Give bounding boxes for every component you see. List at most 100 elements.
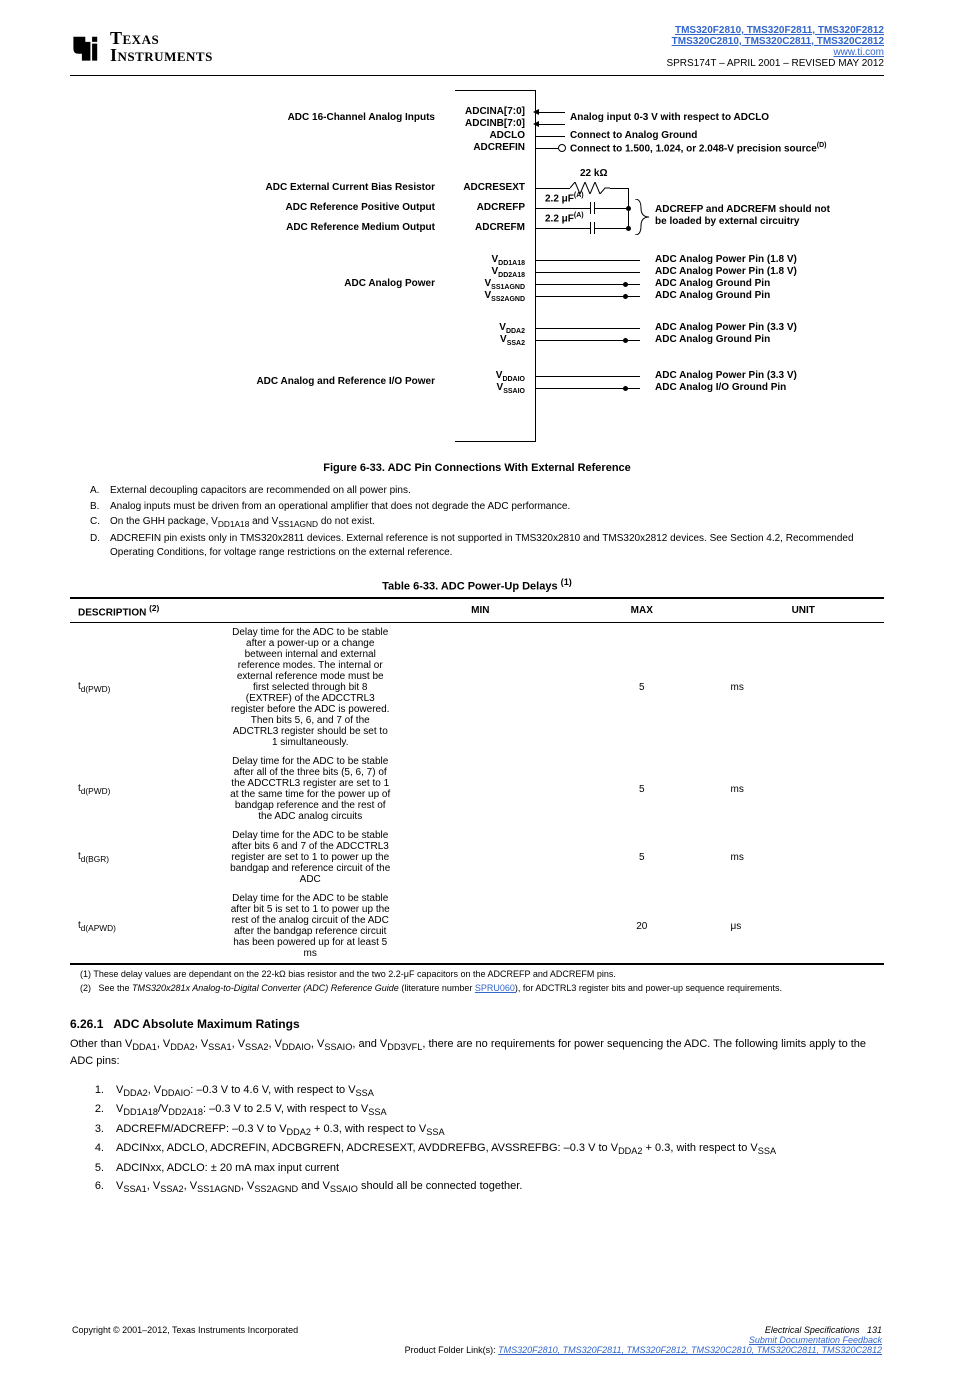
td-desc: Delay time for the ADC to be stable afte… bbox=[221, 826, 400, 889]
line bbox=[575, 228, 590, 229]
part-link-2[interactable]: TMS320C2810, TMS320C2811, TMS320C2812 bbox=[672, 36, 884, 47]
pin-vssa2: VSSA2 bbox=[465, 334, 525, 347]
feedback-link[interactable]: Submit Documentation Feedback bbox=[749, 1335, 882, 1345]
rt-gnd1: ADC Analog Ground Pin bbox=[655, 278, 770, 289]
part-link-1[interactable]: TMS320F2810, TMS320F2811, TMS320F2812 bbox=[675, 25, 884, 36]
pin-adcrefp: ADCREFP bbox=[445, 202, 525, 213]
arrow-icon bbox=[533, 109, 539, 115]
ref-link[interactable]: SPRU060 bbox=[475, 983, 515, 993]
td-sym: td(APWD) bbox=[70, 889, 221, 964]
rt-gnd3: ADC Analog Ground Pin bbox=[655, 334, 770, 345]
pin-adclo: ADCLO bbox=[445, 130, 525, 141]
footer-left: Copyright © 2001–2012, Texas Instruments… bbox=[72, 1325, 298, 1355]
line bbox=[535, 272, 640, 273]
item-text: VDDA2, VDDAIO: –0.3 V to 4.6 V, with res… bbox=[116, 1083, 884, 1100]
td-desc: Delay time for the ADC to be stable afte… bbox=[221, 752, 400, 826]
rt-gnd2: ADC Analog Ground Pin bbox=[655, 290, 770, 301]
label-22k: 22 kΩ bbox=[580, 168, 607, 179]
cap-label-1: 2.2 μF(A) bbox=[545, 192, 584, 204]
note-letter: A. bbox=[90, 484, 110, 498]
arrow-icon bbox=[533, 121, 539, 127]
line bbox=[610, 228, 628, 229]
table-footnote-2: (2) See the TMS320x281x Analog-to-Digita… bbox=[80, 983, 884, 993]
pin-adcinb: ADCINB[7:0] bbox=[445, 118, 525, 129]
pin-adcrefm: ADCREFM bbox=[445, 222, 525, 233]
td-max: 5 bbox=[561, 623, 722, 753]
note-text: On the GHH package, VDD1A18 and VSS1AGND… bbox=[110, 515, 864, 530]
item-num: 2. bbox=[70, 1102, 116, 1119]
label-refm: ADC Reference Medium Output bbox=[70, 222, 435, 233]
figure-caption: Figure 6-33. ADC Pin Connections With Ex… bbox=[70, 462, 884, 474]
footer-section: Electrical Specifications bbox=[765, 1325, 860, 1335]
line bbox=[535, 208, 575, 209]
note-letter: D. bbox=[90, 532, 110, 559]
note-letter: C. bbox=[90, 515, 110, 530]
th-min: MIN bbox=[400, 598, 561, 623]
node-dot-icon bbox=[623, 282, 628, 287]
label-iopower: ADC Analog and Reference I/O Power bbox=[70, 376, 435, 387]
header-right: TMS320F2810, TMS320F2811, TMS320F2812 TM… bbox=[666, 25, 884, 69]
td-max: 5 bbox=[561, 826, 722, 889]
page: Texas Instruments TMS320F2810, TMS320F28… bbox=[0, 0, 954, 1385]
rt-pwr18-2: ADC Analog Power Pin (1.8 V) bbox=[655, 266, 797, 277]
td-max: 5 bbox=[561, 752, 722, 826]
rt-analog-in: Analog input 0-3 V with respect to ADCLO bbox=[570, 112, 769, 123]
pin-vss2agnd: VSS2AGND bbox=[465, 290, 525, 303]
section-intro: Other than VDDA1, VDDA2, VSSA1, VSSA2, V… bbox=[70, 1037, 884, 1068]
label-bias: ADC External Current Bias Resistor bbox=[70, 182, 435, 193]
td-desc: Delay time for the ADC to be stable afte… bbox=[221, 889, 400, 964]
node-dot-icon bbox=[623, 386, 628, 391]
rt-refnote-1: ADCREFP and ADCREFM should not bbox=[655, 204, 830, 215]
td-min bbox=[400, 752, 561, 826]
line bbox=[535, 188, 570, 189]
rt-pwr33-2: ADC Analog Power Pin (3.3 V) bbox=[655, 370, 797, 381]
limits-list: 1.VDDA2, VDDAIO: –0.3 V to 4.6 V, with r… bbox=[70, 1083, 884, 1196]
td-sym: td(PWD) bbox=[70, 752, 221, 826]
th-unit: UNIT bbox=[723, 598, 885, 623]
line bbox=[610, 208, 628, 209]
line bbox=[535, 376, 640, 377]
rt-pwr33-1: ADC Analog Power Pin (3.3 V) bbox=[655, 322, 797, 333]
line bbox=[535, 112, 565, 113]
node-dot-icon bbox=[623, 294, 628, 299]
delay-table: DESCRIPTION (2) MIN MAX UNIT td(PWD) Del… bbox=[70, 597, 884, 965]
ti-logo-block: Texas Instruments bbox=[70, 30, 213, 64]
brace-icon bbox=[633, 199, 651, 235]
logo-text-2: Instruments bbox=[110, 47, 213, 64]
td-min bbox=[400, 826, 561, 889]
item-text: ADCINxx, ADCLO: ± 20 mA max input curren… bbox=[116, 1161, 884, 1176]
td-min bbox=[400, 623, 561, 753]
table-footnote-1: (1) These delay values are dependant on … bbox=[80, 969, 884, 979]
item-num: 6. bbox=[70, 1179, 116, 1196]
line bbox=[535, 136, 565, 137]
item-text: VSSA1, VSSA2, VSS1AGND, VSS2AGND and VSS… bbox=[116, 1179, 884, 1196]
product-link[interactable]: TMS320F2810, TMS320F2811, TMS320F2812, T… bbox=[498, 1345, 882, 1355]
line bbox=[575, 208, 590, 209]
pin-adcrefin: ADCREFIN bbox=[445, 142, 525, 153]
label-inputs: ADC 16-Channel Analog Inputs bbox=[70, 112, 435, 123]
item-num: 3. bbox=[70, 1122, 116, 1139]
open-circle-icon bbox=[558, 144, 566, 152]
item-num: 1. bbox=[70, 1083, 116, 1100]
adc-diagram: ADC 16-Channel Analog Inputs ADC Externa… bbox=[70, 84, 884, 454]
td-desc: Delay time for the ADC to be stable afte… bbox=[221, 623, 400, 753]
pin-vssaio: VSSAIO bbox=[465, 382, 525, 395]
item-text: VDD1A18/VDD2A18: –0.3 V to 2.5 V, with r… bbox=[116, 1102, 884, 1119]
note-text: External decoupling capacitors are recom… bbox=[110, 484, 864, 498]
td-min bbox=[400, 889, 561, 964]
figure-notes: A.External decoupling capacitors are rec… bbox=[90, 484, 864, 559]
line bbox=[535, 328, 640, 329]
rt-pwr18-1: ADC Analog Power Pin (1.8 V) bbox=[655, 254, 797, 265]
page-footer: Copyright © 2001–2012, Texas Instruments… bbox=[70, 1325, 884, 1355]
node-dot-icon bbox=[623, 338, 628, 343]
note-text: Analog inputs must be driven from an ope… bbox=[110, 500, 864, 514]
line bbox=[535, 124, 565, 125]
line bbox=[535, 228, 575, 229]
pin-adcina: ADCINA[7:0] bbox=[445, 106, 525, 117]
cap-label-2: 2.2 μF(A) bbox=[545, 212, 584, 224]
pin-adcresext: ADCRESEXT bbox=[445, 182, 525, 193]
url-link[interactable]: www.ti.com bbox=[833, 47, 884, 58]
note-text: ADCREFIN pin exists only in TMS320x2811 … bbox=[110, 532, 864, 559]
td-unit: μs bbox=[723, 889, 885, 964]
item-text: ADCINxx, ADCLO, ADCREFIN, ADCBGREFN, ADC… bbox=[116, 1141, 884, 1158]
